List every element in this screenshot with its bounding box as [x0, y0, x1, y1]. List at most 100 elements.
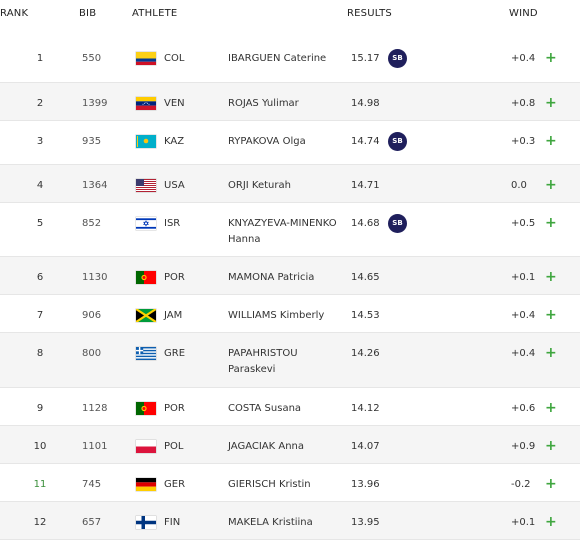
result-mark: 14.53: [351, 310, 380, 321]
wind-cell: +0.9: [511, 441, 536, 452]
bib-column-header: BIB: [79, 8, 97, 19]
expand-row-button[interactable]: +: [545, 269, 557, 285]
country-code: VEN: [164, 98, 185, 109]
country-code: KAZ: [164, 136, 185, 147]
ger-flag-icon: [136, 478, 156, 491]
wind-cell: +0.4: [511, 53, 536, 64]
expand-row-button[interactable]: +: [545, 476, 557, 492]
athlete-column-header: ATHLETE: [132, 8, 178, 19]
rank-cell: 10: [33, 441, 47, 452]
bib-cell: 1128: [82, 403, 108, 414]
athlete-name: ORJI Keturah: [228, 180, 291, 191]
wind-cell: +0.6: [511, 403, 536, 414]
rank-cell: 8: [36, 348, 44, 359]
athlete-name: RYPAKOVA Olga: [228, 136, 306, 147]
expand-row-button[interactable]: +: [545, 345, 557, 361]
country-code: GER: [164, 479, 186, 490]
wind-column-header: WIND: [509, 8, 538, 19]
gre-flag-icon: [136, 347, 156, 360]
season-best-badge: SB: [388, 214, 407, 233]
country-code: FIN: [164, 517, 181, 528]
wind-cell: 0.0: [511, 180, 527, 191]
bib-cell: 906: [82, 310, 102, 321]
athlete-name: IBARGUEN Caterine: [228, 53, 327, 64]
country-code: POR: [164, 272, 185, 283]
result-mark: 14.26: [351, 348, 380, 359]
athlete-name: KNYAZYEVA-MINENKO Hanna: [228, 218, 337, 245]
rank-cell: 9: [36, 403, 44, 414]
ven-flag-icon: [136, 97, 156, 110]
kaz-flag-icon: [136, 135, 156, 148]
rank-cell: 11: [33, 479, 47, 490]
result-mark: 14.12: [351, 403, 380, 414]
rank-cell: 6: [36, 272, 44, 283]
athlete-name: MAKELA Kristiina: [228, 517, 313, 528]
result-mark: 14.65: [351, 272, 380, 283]
result-mark: 14.68: [351, 218, 380, 229]
table-row: 8 800 GRE PAPAHRISTOU Paraskevi 14.26 +0.4 +: [0, 333, 580, 388]
country-code: JAM: [164, 310, 183, 321]
isr-flag-icon: [136, 217, 156, 230]
expand-row-button[interactable]: +: [545, 215, 557, 231]
jam-flag-icon: [136, 309, 156, 322]
wind-cell: +0.4: [511, 310, 536, 321]
table-row: 11 745 GER GIERISCH Kristin 13.96 -0.2 +: [0, 464, 580, 502]
wind-cell: -0.2: [511, 479, 531, 490]
result-mark: 14.07: [351, 441, 380, 452]
athlete-name: GIERISCH Kristin: [228, 479, 311, 490]
wind-cell: +0.5: [511, 218, 536, 229]
fin-flag-icon: [136, 516, 156, 529]
bib-cell: 935: [82, 136, 102, 147]
bib-cell: 657: [82, 517, 102, 528]
result-mark: 13.96: [351, 479, 380, 490]
expand-row-button[interactable]: +: [545, 177, 557, 193]
athlete-name: PAPAHRISTOU Paraskevi: [228, 348, 298, 375]
expand-row-button[interactable]: +: [545, 400, 557, 416]
pol-flag-icon: [136, 440, 156, 453]
result-mark: 13.95: [351, 517, 380, 528]
bib-cell: 1364: [82, 180, 108, 191]
country-code: GRE: [164, 348, 186, 359]
expand-row-button[interactable]: +: [545, 514, 557, 530]
country-code: POR: [164, 403, 185, 414]
results-table-body: 1 550 COL IBARGUEN Caterine 15.17 SB +0.4 +2 139…: [0, 38, 580, 540]
result-mark: 14.74: [351, 136, 380, 147]
wind-cell: +0.4: [511, 348, 536, 359]
bib-cell: 1399: [82, 98, 108, 109]
athlete-name: JAGACIAK Anna: [228, 441, 305, 452]
table-row: 4 1364 USA ORJI Keturah 14.71 0.0 +: [0, 165, 580, 203]
results-table-header: RANK BIB ATHLETE RESULTS WIND: [0, 0, 580, 39]
expand-row-button[interactable]: +: [545, 133, 557, 149]
table-row: 1 550 COL IBARGUEN Caterine 15.17 SB +0.4 +: [0, 38, 580, 83]
expand-row-button[interactable]: +: [545, 50, 557, 66]
rank-cell: 12: [33, 517, 47, 528]
expand-row-button[interactable]: +: [545, 95, 557, 111]
season-best-badge: SB: [388, 132, 407, 151]
usa-flag-icon: [136, 179, 156, 192]
rank-cell: 1: [36, 53, 44, 64]
country-code: USA: [164, 180, 185, 191]
bib-cell: 852: [82, 218, 102, 229]
bib-cell: 1101: [82, 441, 108, 452]
athlete-name: MAMONA Patricia: [228, 272, 315, 283]
athlete-name: ROJAS Yulimar: [228, 98, 299, 109]
expand-row-button[interactable]: +: [545, 438, 557, 454]
bib-cell: 550: [82, 53, 102, 64]
result-mark: 14.71: [351, 180, 380, 191]
athlete-name: WILLIAMS Kimberly: [228, 310, 325, 321]
expand-row-button[interactable]: +: [545, 307, 557, 323]
table-row: 7 906 JAM WILLIAMS Kimberly 14.53 +0.4 +: [0, 295, 580, 333]
bib-cell: 1130: [82, 272, 108, 283]
rank-cell: 7: [36, 310, 44, 321]
table-row: 3 935 KAZ RYPAKOVA Olga 14.74 SB +0.3 +: [0, 121, 580, 165]
result-mark: 15.17: [351, 53, 380, 64]
results-column-header: RESULTS: [347, 8, 392, 19]
wind-cell: +0.8: [511, 98, 536, 109]
athlete-name: COSTA Susana: [228, 403, 302, 414]
col-flag-icon: [136, 52, 156, 65]
wind-cell: +0.1: [511, 517, 536, 528]
season-best-badge: SB: [388, 49, 407, 68]
country-code: ISR: [164, 218, 181, 229]
rank-column-header: RANK: [0, 8, 29, 19]
table-row: 5 852 ISR KNYAZYEVA-MINENKO Hanna 14.68 SB +0.…: [0, 203, 580, 257]
